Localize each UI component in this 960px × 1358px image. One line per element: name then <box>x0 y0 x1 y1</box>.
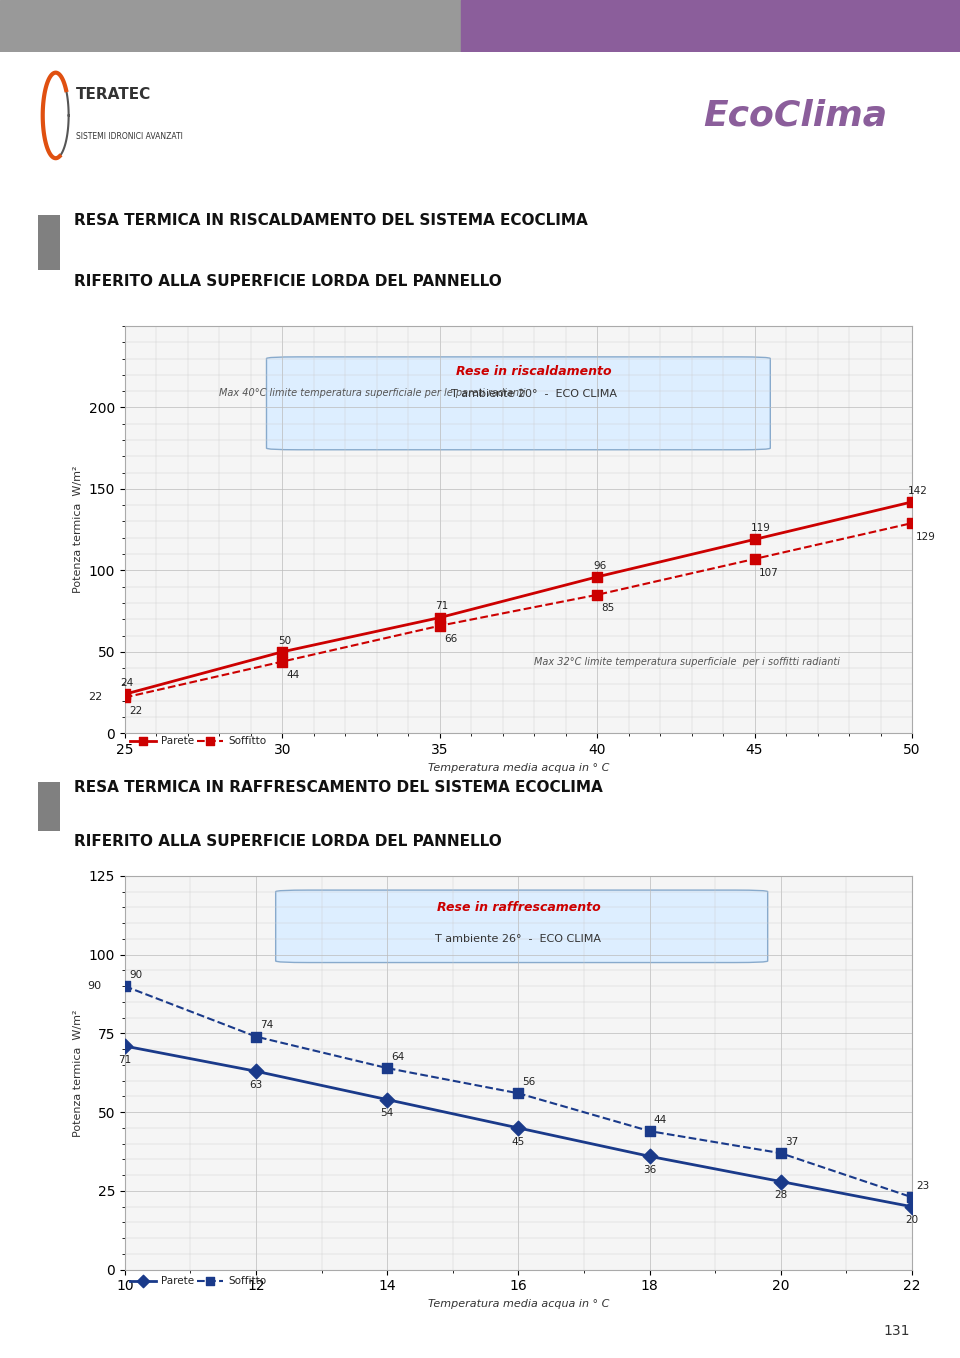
Text: T ambiente 20°  -  ECO CLIMA: T ambiente 20° - ECO CLIMA <box>451 390 617 399</box>
Y-axis label: Potenza termica  W/m²: Potenza termica W/m² <box>73 1009 84 1137</box>
Text: 131: 131 <box>883 1324 910 1338</box>
Point <box>511 1118 526 1139</box>
Text: 24: 24 <box>121 678 133 689</box>
Point <box>904 492 920 513</box>
Point <box>135 731 151 752</box>
Text: 44: 44 <box>286 671 300 680</box>
Text: 28: 28 <box>774 1190 787 1200</box>
Text: Max 40°C limite temperatura superficiale per le pareti radianti: Max 40°C limite temperatura superficiale… <box>219 388 526 398</box>
Point <box>642 1145 658 1167</box>
Text: T ambiente 26°  -  ECO CLIMA: T ambiente 26° - ECO CLIMA <box>436 934 601 944</box>
Text: 119: 119 <box>751 523 770 534</box>
Text: 142: 142 <box>908 486 927 496</box>
Text: Soffitto: Soffitto <box>228 1275 266 1286</box>
Point <box>904 1187 920 1209</box>
Text: 74: 74 <box>260 1020 274 1031</box>
Point <box>275 650 290 672</box>
Text: EcoClima: EcoClima <box>703 98 887 133</box>
Text: 22: 22 <box>88 693 103 702</box>
Text: Parete: Parete <box>161 736 194 747</box>
Text: 45: 45 <box>512 1137 525 1146</box>
Text: 63: 63 <box>250 1080 263 1090</box>
Point <box>432 615 447 637</box>
Bar <box>0 0 461 52</box>
Text: SISTEMI IDRONICI AVANZATI: SISTEMI IDRONICI AVANZATI <box>76 132 182 141</box>
Text: RIFERITO ALLA SUPERFICIE LORDA DEL PANNELLO: RIFERITO ALLA SUPERFICIE LORDA DEL PANNE… <box>74 274 501 289</box>
Text: 71: 71 <box>436 602 448 611</box>
Point <box>904 1196 920 1218</box>
Text: 96: 96 <box>593 561 606 570</box>
Y-axis label: Potenza termica  W/m²: Potenza termica W/m² <box>73 466 84 593</box>
Point <box>135 1270 151 1291</box>
Point <box>642 1120 658 1142</box>
Point <box>117 687 132 709</box>
Text: Rese in riscaldamento: Rese in riscaldamento <box>456 365 612 378</box>
Text: Soffitto: Soffitto <box>228 736 266 747</box>
Point <box>589 584 605 606</box>
FancyBboxPatch shape <box>276 889 768 963</box>
Text: Rese in raffrescamento: Rese in raffrescamento <box>437 900 600 914</box>
FancyBboxPatch shape <box>38 782 60 831</box>
Text: 64: 64 <box>392 1051 404 1062</box>
Text: 71: 71 <box>118 1055 132 1065</box>
Point <box>117 683 132 705</box>
Point <box>773 1142 788 1164</box>
Text: 54: 54 <box>380 1108 394 1118</box>
Point <box>773 1171 788 1192</box>
Point <box>589 566 605 588</box>
Text: 37: 37 <box>785 1137 798 1146</box>
Text: 107: 107 <box>758 568 779 577</box>
Text: 129: 129 <box>916 532 936 542</box>
Text: RESA TERMICA IN RISCALDAMENTO DEL SISTEMA ECOCLIMA: RESA TERMICA IN RISCALDAMENTO DEL SISTEM… <box>74 213 588 228</box>
Text: 36: 36 <box>643 1165 657 1175</box>
Text: 20: 20 <box>905 1215 919 1225</box>
Point <box>249 1061 264 1082</box>
Point <box>747 549 762 570</box>
Point <box>904 512 920 534</box>
Text: RESA TERMICA IN RAFFRESCAMENTO DEL SISTEMA ECOCLIMA: RESA TERMICA IN RAFFRESCAMENTO DEL SISTE… <box>74 779 603 796</box>
Text: 23: 23 <box>916 1181 929 1191</box>
Text: RIFERITO ALLA SUPERFICIE LORDA DEL PANNELLO: RIFERITO ALLA SUPERFICIE LORDA DEL PANNE… <box>74 834 501 850</box>
Text: 44: 44 <box>654 1115 667 1124</box>
Point <box>203 1270 218 1291</box>
Point <box>379 1089 395 1111</box>
Point <box>117 975 132 997</box>
Point <box>511 1082 526 1104</box>
Point <box>432 607 447 629</box>
Point <box>379 1058 395 1080</box>
Point <box>249 1025 264 1047</box>
Text: Max 32°C limite temperatura superficiale  per i soffitti radianti: Max 32°C limite temperatura superficiale… <box>534 657 840 667</box>
Point <box>203 731 218 752</box>
Text: 66: 66 <box>444 634 457 645</box>
FancyBboxPatch shape <box>267 357 770 449</box>
Text: TERATEC: TERATEC <box>76 87 151 102</box>
Bar <box>461 0 960 52</box>
Text: 50: 50 <box>278 636 291 645</box>
Point <box>747 528 762 550</box>
Text: 85: 85 <box>601 603 614 614</box>
Text: Parete: Parete <box>161 1275 194 1286</box>
Text: 90: 90 <box>87 982 102 991</box>
Point <box>117 1035 132 1057</box>
Text: 22: 22 <box>129 706 142 716</box>
Text: 56: 56 <box>522 1077 536 1086</box>
Text: 90: 90 <box>129 970 142 980</box>
X-axis label: Temperatura media acqua in ° C: Temperatura media acqua in ° C <box>428 1300 609 1309</box>
Point <box>275 641 290 663</box>
FancyBboxPatch shape <box>38 215 60 270</box>
X-axis label: Temperatura media acqua in ° C: Temperatura media acqua in ° C <box>428 763 609 773</box>
